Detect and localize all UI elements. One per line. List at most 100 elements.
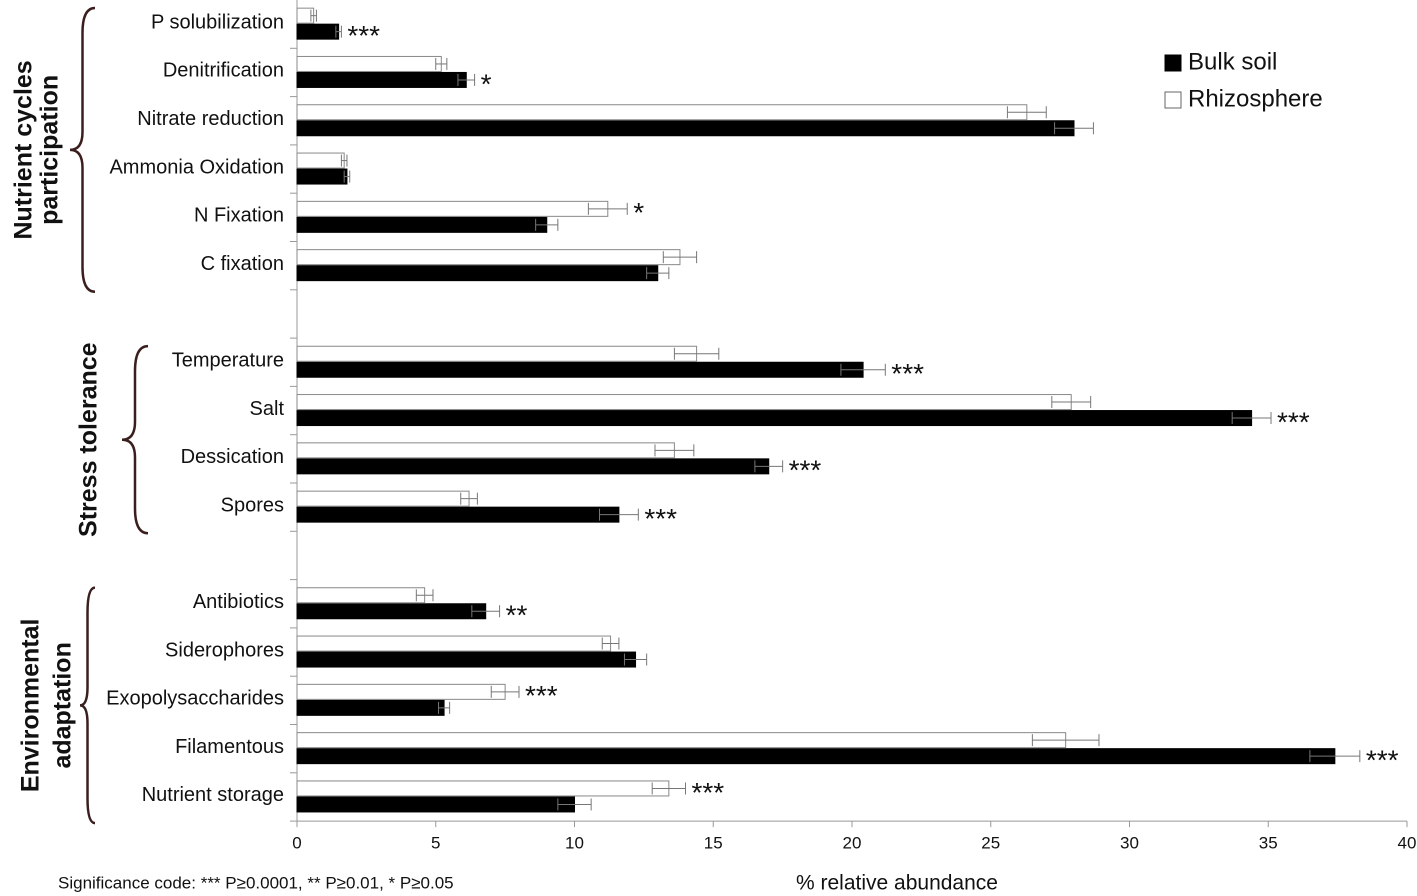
error-bar — [646, 267, 670, 280]
category-label: Filamentous — [175, 736, 284, 758]
bar — [296, 345, 698, 362]
category-label: C fixation — [201, 253, 284, 275]
bar — [296, 748, 1336, 765]
category-label: Salt — [250, 398, 285, 420]
significance-label: *** — [789, 455, 822, 486]
significance-label: *** — [644, 503, 677, 534]
significance-label: ** — [506, 600, 528, 631]
x-tick-label: 40 — [1398, 834, 1417, 853]
error-bar — [654, 444, 695, 457]
error-bar — [662, 251, 698, 264]
bar — [296, 796, 575, 813]
group-label: Stress tolerance — [75, 342, 103, 537]
error-bar — [601, 637, 620, 650]
bar — [296, 683, 506, 700]
bar — [296, 394, 1072, 411]
bar — [296, 635, 612, 652]
error-bar — [1051, 396, 1092, 409]
x-tick-label: 15 — [704, 834, 723, 853]
category-label: Denitrification — [163, 60, 284, 82]
category-label: Siderophores — [165, 639, 284, 661]
significance-label: * — [481, 68, 492, 99]
error-bar — [840, 363, 886, 376]
bar — [296, 506, 620, 523]
error-bar — [471, 605, 501, 618]
error-bar — [535, 218, 559, 231]
error-bar — [1006, 106, 1047, 119]
legend-swatch — [1164, 91, 1182, 109]
error-bar — [1231, 412, 1272, 425]
bar — [296, 361, 864, 378]
bar — [296, 442, 675, 459]
bar — [296, 216, 548, 233]
error-bar — [587, 202, 628, 215]
error-bar — [1309, 750, 1361, 763]
bar — [296, 200, 609, 217]
error-bar — [754, 460, 784, 473]
error-bar — [435, 57, 448, 70]
x-tick-label: 10 — [565, 834, 584, 853]
category-label: N Fixation — [194, 205, 284, 227]
significance-label: *** — [692, 777, 725, 808]
error-bar — [460, 492, 478, 505]
group-brace — [121, 344, 149, 535]
error-bar — [598, 508, 639, 521]
bar — [296, 249, 681, 266]
bar — [296, 168, 348, 185]
error-bar — [438, 701, 451, 714]
group-label: adaptation — [49, 642, 77, 768]
x-tick-label: 35 — [1259, 834, 1278, 853]
bar — [296, 699, 445, 716]
category-label: Ammonia Oxidation — [109, 156, 284, 178]
error-bar — [310, 9, 317, 22]
error-bar — [651, 782, 686, 795]
error-bar — [335, 25, 342, 38]
legend-label: Bulk soil — [1188, 48, 1277, 75]
category-label: Dessication — [181, 446, 284, 468]
category-label: Nutrient storage — [142, 784, 284, 806]
bar — [296, 410, 1253, 427]
significance-label: *** — [1277, 406, 1310, 437]
group-label: participation — [36, 75, 64, 225]
x-tick-label: 25 — [981, 834, 1000, 853]
x-tick-label: 5 — [431, 834, 440, 853]
bar — [296, 732, 1067, 749]
error-bar — [1031, 734, 1100, 747]
bar — [296, 71, 467, 88]
significance-label: *** — [891, 358, 924, 389]
error-bar — [623, 653, 648, 666]
bar — [296, 603, 487, 620]
error-bar — [557, 798, 592, 811]
group-brace — [79, 586, 96, 825]
group-brace — [69, 6, 96, 294]
x-axis-label: % relative abundance — [796, 872, 998, 895]
error-bar — [340, 154, 348, 167]
bar — [296, 55, 442, 72]
significance-label: *** — [1366, 745, 1399, 776]
error-bar — [490, 685, 520, 698]
bar — [296, 587, 426, 604]
legend-label: Rhizosphere — [1188, 85, 1323, 112]
category-label: Antibiotics — [193, 591, 284, 613]
significance-label: * — [633, 197, 644, 228]
significance-label: *** — [347, 20, 380, 51]
bar — [296, 23, 340, 40]
x-tick-label: 30 — [1120, 834, 1139, 853]
error-bar — [457, 73, 476, 86]
error-bar — [1054, 122, 1094, 135]
bar — [296, 458, 770, 475]
group-label: Nutrient cycles — [10, 60, 38, 239]
category-label: Spores — [221, 494, 284, 516]
error-bar — [415, 589, 434, 602]
bar — [296, 152, 345, 169]
bar — [296, 780, 670, 797]
significance-label: *** — [525, 680, 558, 711]
bar — [296, 651, 637, 668]
bar — [296, 490, 470, 507]
group-label: Environmental — [17, 619, 45, 793]
error-bar — [343, 170, 351, 183]
bar — [296, 104, 1028, 121]
category-label: Exopolysaccharides — [106, 688, 284, 710]
x-tick-label: 0 — [292, 834, 301, 853]
